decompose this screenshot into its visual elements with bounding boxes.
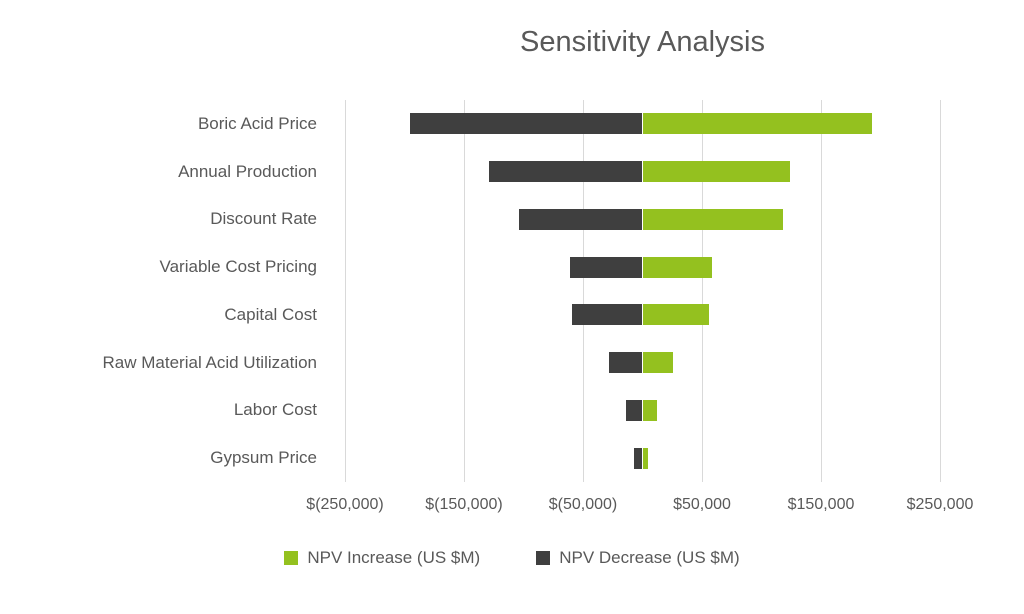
npv-decrease-bar bbox=[634, 447, 643, 469]
x-tick-label: $50,000 bbox=[673, 496, 731, 513]
npv-decrease-bar bbox=[572, 304, 643, 326]
category-label: Variable Cost Pricing bbox=[159, 257, 317, 277]
npv-increase-bar bbox=[642, 161, 791, 183]
npv-increase-bar bbox=[642, 304, 710, 326]
plot-area bbox=[344, 100, 941, 482]
x-tick-label: $(50,000) bbox=[548, 496, 618, 513]
category-label: Annual Production bbox=[178, 161, 317, 181]
y-axis-labels: Boric Acid Price Annual Production Discoun… bbox=[0, 100, 331, 482]
x-tick-label: $250,000 bbox=[906, 496, 974, 513]
gridline bbox=[820, 100, 822, 482]
category-label: Labor Cost bbox=[233, 400, 317, 420]
category-label: Gypsum Price bbox=[210, 448, 317, 468]
category-label: Capital Cost bbox=[224, 304, 317, 324]
gridline bbox=[463, 100, 465, 482]
gridline bbox=[582, 100, 584, 482]
npv-increase-bar bbox=[642, 256, 712, 278]
legend-swatch-icon bbox=[536, 551, 551, 565]
x-tick-label: $(150,000) bbox=[425, 496, 503, 513]
gridline bbox=[939, 100, 941, 482]
npv-increase-bar bbox=[642, 399, 657, 421]
npv-decrease-bar bbox=[609, 352, 643, 374]
npv-increase-bar bbox=[642, 447, 649, 469]
category-label: Boric Acid Price bbox=[197, 113, 317, 133]
gridline bbox=[701, 100, 703, 482]
npv-decrease-bar bbox=[625, 399, 643, 421]
category-label: Raw Material Acid Utilization bbox=[102, 352, 317, 372]
category-label: Discount Rate bbox=[210, 209, 317, 229]
npv-decrease-bar bbox=[488, 161, 643, 183]
gridline bbox=[344, 100, 346, 482]
legend-item: NPV Decrease (US $M) bbox=[536, 548, 740, 568]
npv-decrease-bar bbox=[569, 256, 643, 278]
legend-swatch-icon bbox=[284, 551, 299, 565]
x-axis-labels: $(250,000) $(150,000) $(50,000) $50,000 $150… bbox=[306, 496, 973, 520]
npv-decrease-bar bbox=[518, 208, 643, 230]
chart-title: Sensitivity Analysis bbox=[520, 26, 765, 58]
npv-increase-bar bbox=[642, 113, 873, 135]
legend-label: NPV Increase (US $M) bbox=[307, 548, 481, 567]
npv-decrease-bar bbox=[410, 113, 643, 135]
legend-label: NPV Decrease (US $M) bbox=[559, 548, 740, 567]
x-tick-label: $150,000 bbox=[787, 496, 855, 513]
npv-increase-bar bbox=[642, 208, 783, 230]
legend: NPV Increase (US $M) NPV Decrease (US $M) bbox=[0, 548, 1024, 568]
x-tick-label: $(250,000) bbox=[306, 496, 384, 513]
npv-increase-bar bbox=[642, 352, 674, 374]
legend-item: NPV Increase (US $M) bbox=[284, 548, 480, 568]
